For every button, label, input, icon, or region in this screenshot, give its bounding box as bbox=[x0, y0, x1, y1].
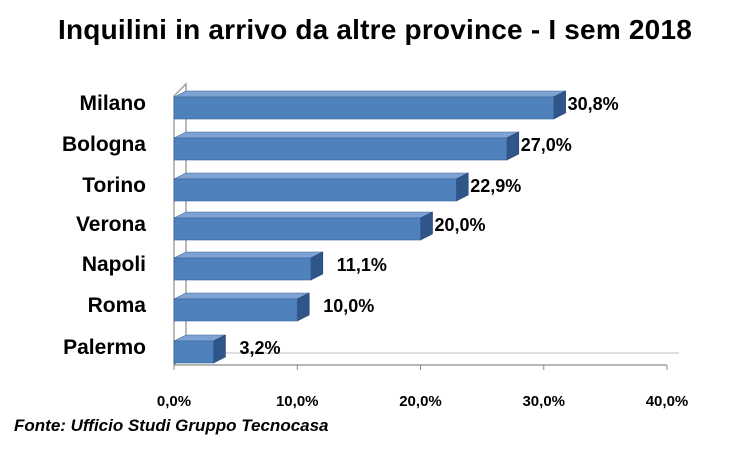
bar bbox=[173, 298, 298, 322]
x-tick-label: 20,0% bbox=[399, 393, 442, 410]
category-label: Palermo bbox=[63, 336, 146, 359]
source-note: Fonte: Ufficio Studi Gruppo Tecnocasa bbox=[14, 416, 329, 435]
category-label: Verona bbox=[76, 213, 146, 236]
data-label: 3,2% bbox=[239, 338, 280, 358]
labels-layer: 0,0% 10,0% 20,0% 30,0% 40,0% Milano 30,8% Bolog… bbox=[62, 92, 688, 410]
bar bbox=[173, 340, 214, 364]
x-tick-label: 40,0% bbox=[646, 393, 689, 410]
category-label: Bologna bbox=[62, 133, 146, 156]
bar-top-face bbox=[173, 90, 566, 98]
bar-top-face bbox=[173, 211, 433, 219]
x-tick-label: 10,0% bbox=[276, 393, 319, 410]
bar bbox=[173, 178, 457, 202]
bar bbox=[173, 217, 421, 241]
data-label: 22,9% bbox=[470, 176, 521, 196]
chart-title: Inquilini in arrivo da altre province - … bbox=[58, 14, 692, 45]
bars-layer bbox=[173, 90, 566, 364]
bar-top-face bbox=[173, 251, 323, 259]
data-label: 20,0% bbox=[435, 215, 486, 235]
bar-top-face bbox=[173, 292, 310, 300]
bar-top-face bbox=[173, 131, 519, 139]
bar bbox=[173, 257, 312, 281]
category-label: Milano bbox=[80, 92, 147, 115]
category-label: Napoli bbox=[82, 253, 146, 276]
data-label: 27,0% bbox=[521, 135, 572, 155]
data-label: 10,0% bbox=[323, 296, 374, 316]
category-label: Roma bbox=[88, 294, 147, 317]
x-tick-label: 0,0% bbox=[157, 393, 191, 410]
data-label: 30,8% bbox=[568, 94, 619, 114]
bar bbox=[173, 96, 554, 120]
data-label: 11,1% bbox=[337, 255, 387, 275]
category-label: Torino bbox=[82, 174, 146, 197]
x-tick-label: 30,0% bbox=[522, 393, 565, 410]
bar bbox=[173, 137, 508, 161]
bar-top-face bbox=[173, 172, 469, 180]
